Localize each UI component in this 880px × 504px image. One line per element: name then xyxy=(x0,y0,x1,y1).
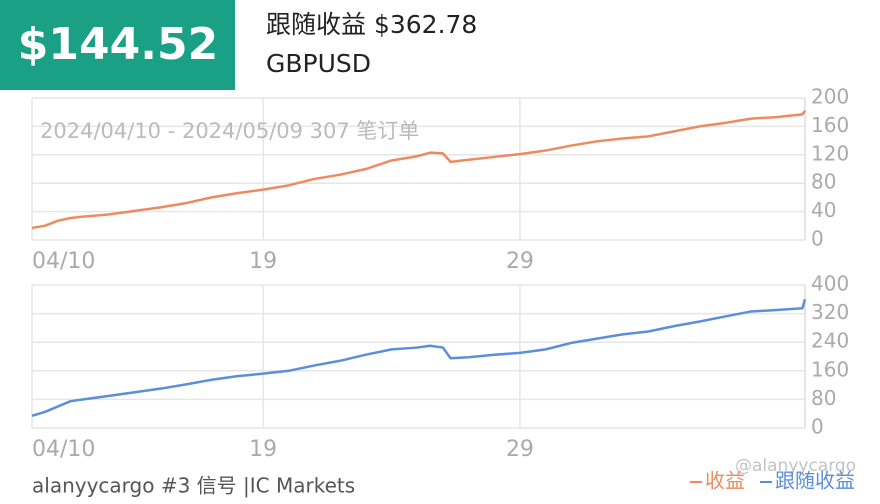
y-tick-label: 80 xyxy=(811,170,836,194)
y-tick-label: 320 xyxy=(811,300,849,324)
x-tick-label: 29 xyxy=(506,249,534,274)
title: 跟随收益 $362.78 xyxy=(266,10,477,39)
x-tick-label: 19 xyxy=(249,249,277,274)
x-tick-label: 04/10 xyxy=(32,437,95,462)
y-tick-label: 40 xyxy=(811,198,836,222)
y-tick-label: 0 xyxy=(811,415,824,439)
symbol: GBPUSD xyxy=(266,49,371,78)
y-tick-label: 200 xyxy=(811,85,849,109)
y-tick-label: 120 xyxy=(811,141,849,165)
legend-entry: 跟随收益 xyxy=(775,469,855,493)
x-tick-label: 19 xyxy=(249,437,277,462)
x-tick-label: 29 xyxy=(506,437,534,462)
watermark: @alanyycargo xyxy=(735,456,856,476)
annotation: 2024/04/10 - 2024/05/09 307 笔订单 xyxy=(40,119,419,143)
y-tick-label: 80 xyxy=(811,386,836,410)
line xyxy=(31,110,807,230)
y-tick-label: 160 xyxy=(811,357,849,381)
y-tick-label: 160 xyxy=(811,113,849,137)
signal: alanyycargo #3 信号 |IC Markets xyxy=(32,474,355,498)
badge: $144.52 xyxy=(18,19,218,70)
x-tick-label: 04/10 xyxy=(32,249,95,274)
y-tick-label: 240 xyxy=(811,329,849,353)
y-tick-label: 0 xyxy=(811,227,824,251)
badge-bg xyxy=(0,0,235,90)
legend-entry: 收益 xyxy=(705,469,745,493)
line xyxy=(31,298,807,418)
y-tick-label: 400 xyxy=(811,272,849,296)
